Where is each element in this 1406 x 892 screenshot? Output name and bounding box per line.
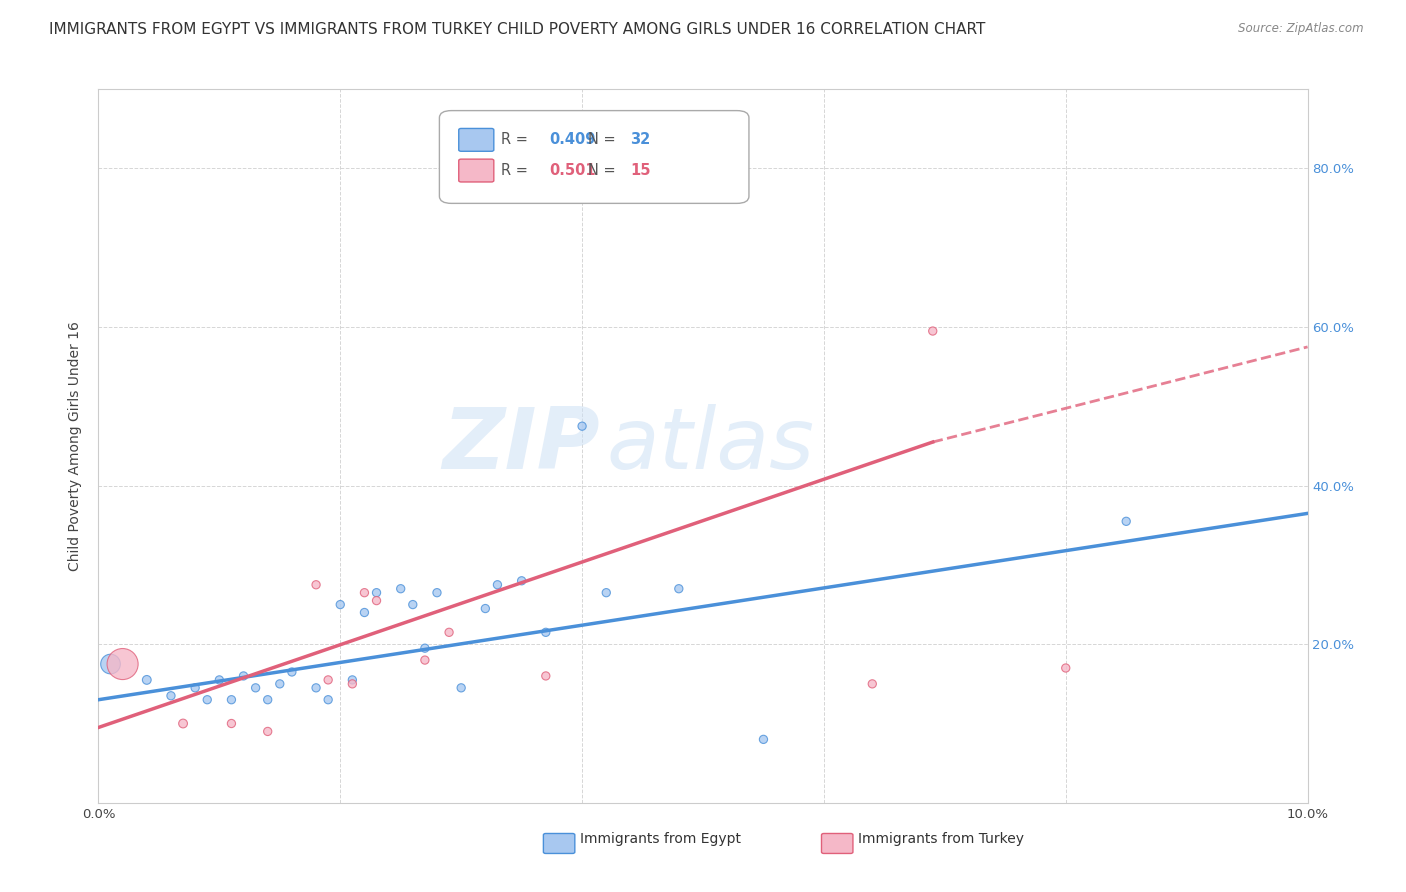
Point [111, 657, 134, 671]
Point [316, 673, 339, 687]
Text: R =: R = [501, 132, 533, 147]
FancyBboxPatch shape [458, 159, 494, 182]
Point [921, 324, 943, 338]
Point [534, 669, 557, 683]
Point [437, 625, 460, 640]
Point [413, 653, 436, 667]
FancyBboxPatch shape [543, 833, 575, 854]
Point [450, 681, 472, 695]
Point [353, 585, 375, 599]
Point [595, 585, 617, 599]
Point [316, 692, 339, 706]
Text: ZIP: ZIP [443, 404, 600, 488]
Point [256, 724, 278, 739]
Point [208, 673, 231, 687]
Point [1115, 514, 1137, 528]
Point [195, 692, 218, 706]
Point [668, 582, 690, 596]
Text: atlas: atlas [606, 404, 814, 488]
Point [221, 692, 243, 706]
Point [184, 681, 207, 695]
Point [305, 681, 328, 695]
Text: Immigrants from Turkey: Immigrants from Turkey [858, 832, 1024, 847]
Point [860, 677, 883, 691]
Point [353, 606, 375, 620]
Point [486, 578, 509, 592]
FancyBboxPatch shape [821, 833, 853, 854]
Point [510, 574, 533, 588]
Point [413, 641, 436, 656]
Point [305, 578, 328, 592]
FancyBboxPatch shape [440, 111, 749, 203]
Point [389, 582, 412, 596]
Point [342, 677, 364, 691]
Point [160, 689, 183, 703]
Point [100, 657, 122, 671]
Text: 32: 32 [630, 132, 651, 147]
Text: R =: R = [501, 163, 533, 178]
Text: N =: N = [588, 132, 620, 147]
Point [402, 598, 425, 612]
Text: IMMIGRANTS FROM EGYPT VS IMMIGRANTS FROM TURKEY CHILD POVERTY AMONG GIRLS UNDER : IMMIGRANTS FROM EGYPT VS IMMIGRANTS FROM… [49, 22, 986, 37]
Text: N =: N = [588, 163, 620, 178]
Point [135, 673, 157, 687]
Point [342, 673, 364, 687]
Point [752, 732, 775, 747]
Point [281, 665, 304, 679]
Y-axis label: Child Poverty Among Girls Under 16: Child Poverty Among Girls Under 16 [69, 321, 83, 571]
Point [426, 585, 449, 599]
Text: 0.501: 0.501 [550, 163, 596, 178]
Point [366, 585, 388, 599]
Point [474, 601, 496, 615]
Point [232, 669, 254, 683]
Point [366, 593, 388, 607]
Point [571, 419, 593, 434]
Text: Immigrants from Egypt: Immigrants from Egypt [579, 832, 741, 847]
Point [534, 625, 557, 640]
Point [245, 681, 267, 695]
Text: 15: 15 [630, 163, 651, 178]
Point [221, 716, 243, 731]
Point [269, 677, 291, 691]
Point [256, 692, 278, 706]
Text: Source: ZipAtlas.com: Source: ZipAtlas.com [1239, 22, 1364, 36]
FancyBboxPatch shape [458, 128, 494, 152]
Point [329, 598, 352, 612]
Point [1054, 661, 1077, 675]
Text: 0.409: 0.409 [550, 132, 596, 147]
Point [172, 716, 194, 731]
